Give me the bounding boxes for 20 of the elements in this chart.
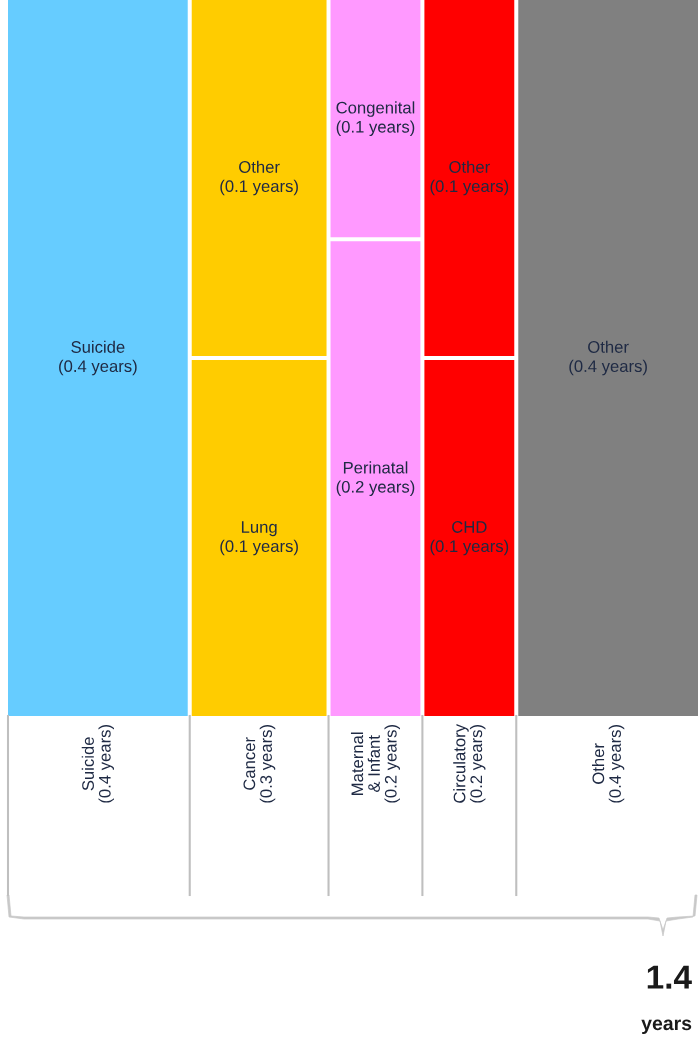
data-label: (0.4 years) [98, 725, 115, 803]
text: years [641, 1019, 692, 1035]
data-label: Suicide (0.4 years) [59, 340, 137, 376]
data-label: (0.2 years) [469, 725, 486, 803]
data-label: Lung (0.1 years) [220, 521, 298, 556]
data-label: Congenital (0.1 years) [336, 101, 415, 137]
data-label: (0.4 years) [608, 725, 625, 803]
text: 1.4 [647, 965, 692, 989]
data-label: (0.2 years) [384, 725, 400, 803]
category-label: Circulatory [453, 724, 469, 803]
category-label: Suicide [81, 737, 94, 791]
category-label: Cancer [243, 737, 256, 790]
data-label: Other (0.4 years) [569, 340, 647, 376]
data-label: Perinatal (0.2 years) [336, 461, 415, 497]
data-label: CHD (0.1 years) [430, 521, 509, 556]
category-label: Maternal & Infant [350, 732, 380, 795]
data-label: Other (0.1 years) [430, 160, 509, 196]
data-label: Other (0.1 years) [220, 160, 298, 196]
category-label: Other [591, 743, 605, 784]
data-label: (0.3 years) [259, 725, 276, 803]
